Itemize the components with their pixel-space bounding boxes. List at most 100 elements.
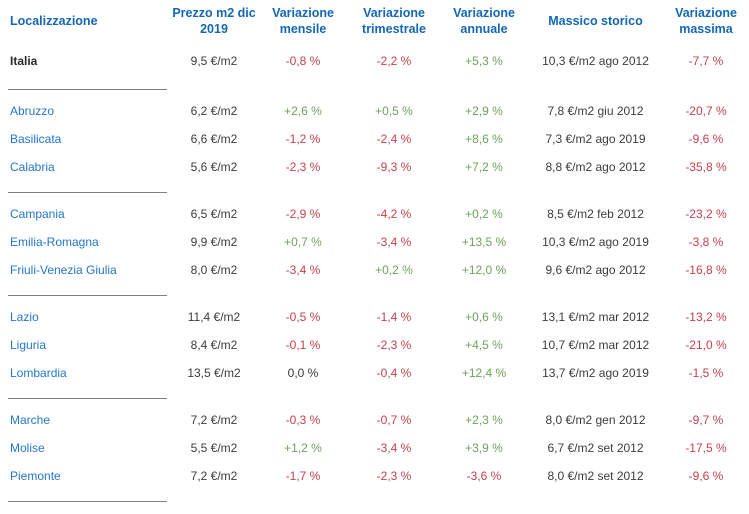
price-cell: 6,5 €/m2 bbox=[190, 207, 238, 221]
annual-variation-cell: +4,5 % bbox=[465, 338, 503, 352]
max-variation-cell: -9,6 % bbox=[688, 132, 724, 146]
monthly-variation-cell: -3,4 % bbox=[285, 263, 321, 277]
annual-variation-cell: +12,0 % bbox=[461, 263, 507, 277]
table-row: Calabria 5,6 €/m2 -2,3 % -9,3 % +7,2 % 8… bbox=[0, 153, 749, 181]
historic-max-cell: 6,7 €/m2 set 2012 bbox=[547, 441, 644, 455]
region-group-4: Marche 7,2 €/m2 -0,3 % -0,7 % +2,3 % 8,0… bbox=[0, 399, 749, 490]
max-variation-cell: -35,8 % bbox=[685, 160, 727, 174]
quarterly-variation-cell: -2,3 % bbox=[376, 469, 412, 483]
price-cell: 8,0 €/m2 bbox=[190, 263, 238, 277]
annual-variation-cell: +3,9 % bbox=[465, 441, 503, 455]
historic-max-cell: 8,0 €/m2 gen 2012 bbox=[545, 413, 646, 427]
monthly-variation-cell: -0,5 % bbox=[285, 310, 321, 324]
price-cell: 7,2 €/m2 bbox=[190, 413, 238, 427]
monthly-variation-cell: +2,6 % bbox=[284, 104, 322, 118]
price-cell: 8,4 €/m2 bbox=[190, 338, 238, 352]
annual-variation-cell: +2,3 % bbox=[465, 413, 503, 427]
annual-variation-cell: +0,6 % bbox=[465, 310, 503, 324]
region-link[interactable]: Friuli-Venezia Giulia bbox=[10, 263, 117, 277]
region-link[interactable]: Basilicata bbox=[10, 132, 62, 146]
price-cell: 5,5 €/m2 bbox=[190, 441, 238, 455]
column-header-prezzo-m2: Prezzo m2 dic 2019 bbox=[172, 6, 256, 36]
annual-variation-cell: -3,6 % bbox=[466, 469, 502, 483]
column-header-variazione-trimestrale: Variazione trimestrale bbox=[362, 6, 426, 36]
region-group-3: Lazio 11,4 €/m2 -0,5 % -1,4 % +0,6 % 13,… bbox=[0, 296, 749, 387]
historic-max-cell: 10,7 €/m2 mar 2012 bbox=[541, 338, 650, 352]
historic-max-cell: 7,8 €/m2 giu 2012 bbox=[547, 104, 644, 118]
region-link[interactable]: Piemonte bbox=[10, 469, 61, 483]
quarterly-variation-cell: -9,3 % bbox=[376, 160, 412, 174]
region-link[interactable]: Liguria bbox=[10, 338, 47, 352]
group-divider bbox=[8, 501, 167, 502]
quarterly-variation-cell: -3,4 % bbox=[376, 235, 412, 249]
price-cell: 5,6 €/m2 bbox=[190, 160, 238, 174]
table-row: Campania 6,5 €/m2 -2,9 % -4,2 % +0,2 % 8… bbox=[0, 200, 749, 228]
table-row-country: Italia 9,5 €/m2 -0,8 % -2,2 % +5,3 % 10,… bbox=[0, 44, 749, 78]
monthly-variation-cell: -1,2 % bbox=[285, 132, 321, 146]
quarterly-variation-cell: -3,4 % bbox=[376, 441, 412, 455]
region-link[interactable]: Calabria bbox=[10, 160, 55, 174]
table-row: Molise 5,5 €/m2 +1,2 % -3,4 % +3,9 % 6,7… bbox=[0, 434, 749, 462]
max-variation-cell: -7,7 % bbox=[688, 54, 724, 68]
table-row: Basilicata 6,6 €/m2 -1,2 % -2,4 % +8,6 %… bbox=[0, 125, 749, 153]
region-link[interactable]: Campania bbox=[10, 207, 65, 221]
max-variation-cell: -16,8 % bbox=[685, 263, 727, 277]
price-cell: 6,2 €/m2 bbox=[190, 104, 238, 118]
quarterly-variation-cell: -0,7 % bbox=[376, 413, 412, 427]
group-divider bbox=[8, 398, 167, 399]
region-link[interactable]: Emilia-Romagna bbox=[10, 235, 99, 249]
max-variation-cell: -23,2 % bbox=[685, 207, 727, 221]
region-link[interactable]: Lazio bbox=[10, 310, 39, 324]
historic-max-cell: 13,7 €/m2 ago 2019 bbox=[542, 366, 649, 380]
max-variation-cell: -3,8 % bbox=[688, 235, 724, 249]
max-variation-cell: -1,5 % bbox=[688, 366, 724, 380]
annual-variation-cell: +12,4 % bbox=[461, 366, 507, 380]
max-variation-cell: -20,7 % bbox=[685, 104, 727, 118]
region-group-1: Abruzzo 6,2 €/m2 +2,6 % +0,5 % +2,9 % 7,… bbox=[0, 90, 749, 181]
column-header-localizzazione: Localizzazione bbox=[10, 14, 98, 29]
max-variation-cell: -9,6 % bbox=[688, 469, 724, 483]
column-header-variazione-mensile: Variazione mensile bbox=[272, 6, 334, 36]
annual-variation-cell: +13,5 % bbox=[461, 235, 507, 249]
table-row: Emilia-Romagna 9,9 €/m2 +0,7 % -3,4 % +1… bbox=[0, 228, 749, 256]
max-variation-cell: -13,2 % bbox=[685, 310, 727, 324]
historic-max-cell: 8,0 €/m2 set 2012 bbox=[547, 469, 644, 483]
annual-variation-cell: +7,2 % bbox=[465, 160, 503, 174]
table-row: Lombardia 13,5 €/m2 0,0 % -0,4 % +12,4 %… bbox=[0, 359, 749, 387]
monthly-variation-cell: -0,8 % bbox=[285, 54, 321, 68]
max-variation-cell: -21,0 % bbox=[685, 338, 727, 352]
monthly-variation-cell: +1,2 % bbox=[284, 441, 322, 455]
table-row: Friuli-Venezia Giulia 8,0 €/m2 -3,4 % +0… bbox=[0, 256, 749, 284]
region-link[interactable]: Abruzzo bbox=[10, 104, 55, 118]
quarterly-variation-cell: -0,4 % bbox=[376, 366, 412, 380]
region-group-2: Campania 6,5 €/m2 -2,9 % -4,2 % +0,2 % 8… bbox=[0, 193, 749, 284]
group-divider bbox=[8, 192, 167, 193]
quarterly-variation-cell: -1,4 % bbox=[376, 310, 412, 324]
annual-variation-cell: +8,6 % bbox=[465, 132, 503, 146]
column-header-variazione-massima: Variazione massima bbox=[675, 6, 737, 36]
monthly-variation-cell: -2,3 % bbox=[285, 160, 321, 174]
region-link[interactable]: Marche bbox=[10, 413, 51, 427]
quarterly-variation-cell: -2,2 % bbox=[376, 54, 412, 68]
price-cell: 6,6 €/m2 bbox=[190, 132, 238, 146]
region-link[interactable]: Molise bbox=[10, 441, 45, 455]
monthly-variation-cell: -0,1 % bbox=[285, 338, 321, 352]
monthly-variation-cell: -0,3 % bbox=[285, 413, 321, 427]
price-cell: 7,2 €/m2 bbox=[190, 469, 238, 483]
table-row: Piemonte 7,2 €/m2 -1,7 % -2,3 % -3,6 % 8… bbox=[0, 462, 749, 490]
quarterly-variation-cell: -2,4 % bbox=[376, 132, 412, 146]
region-link[interactable]: Lombardia bbox=[10, 366, 67, 380]
table-row: Lazio 11,4 €/m2 -0,5 % -1,4 % +0,6 % 13,… bbox=[0, 303, 749, 331]
monthly-variation-cell: +0,7 % bbox=[284, 235, 322, 249]
historic-max-cell: 7,3 €/m2 ago 2019 bbox=[545, 132, 646, 146]
historic-max-cell: 13,1 €/m2 mar 2012 bbox=[541, 310, 650, 324]
table-row: Abruzzo 6,2 €/m2 +2,6 % +0,5 % +2,9 % 7,… bbox=[0, 97, 749, 125]
group-divider bbox=[8, 89, 167, 90]
max-variation-cell: -9,7 % bbox=[688, 413, 724, 427]
country-label: Italia bbox=[10, 54, 38, 68]
quarterly-variation-cell: +0,5 % bbox=[375, 104, 413, 118]
table-row: Marche 7,2 €/m2 -0,3 % -0,7 % +2,3 % 8,0… bbox=[0, 406, 749, 434]
annual-variation-cell: +5,3 % bbox=[465, 54, 503, 68]
monthly-variation-cell: -1,7 % bbox=[285, 469, 321, 483]
